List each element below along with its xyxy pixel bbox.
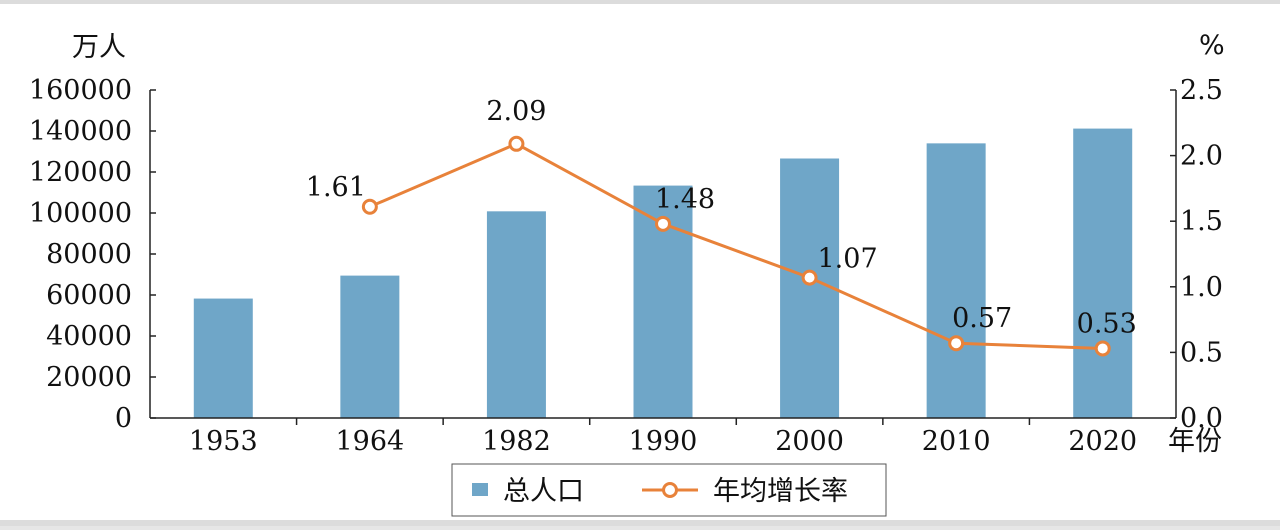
x-tick-label-1953: 1953 xyxy=(189,426,258,457)
y-left-tick-label: 60000 xyxy=(46,280,132,311)
y-left-tick-label: 80000 xyxy=(46,239,132,270)
legend-line-marker xyxy=(662,482,678,498)
legend-bar-label: 总人口 xyxy=(503,476,584,507)
y-right-tick-label: 1.0 xyxy=(1180,272,1223,303)
bar-2020 xyxy=(1073,128,1133,419)
y-right-tick-label: 1.5 xyxy=(1180,206,1223,237)
y-left-tick-label: 0 xyxy=(115,403,132,434)
y-left-tick-label: 140000 xyxy=(29,116,132,147)
bar-1982 xyxy=(486,211,546,418)
ticks-layer: 160000 140000 120000 100000 80000 60000 40000 2… xyxy=(29,75,1223,457)
growth-point-2010 xyxy=(948,335,965,352)
bar-1964 xyxy=(340,275,400,418)
growth-label-1990: 1.48 xyxy=(655,184,715,215)
y-right-tick-label: 0.0 xyxy=(1180,403,1223,434)
y-right-tick-label: 2.5 xyxy=(1180,75,1223,106)
growth-line-layer: 1.61 2.09 1.48 1.07 0.57 0.53 xyxy=(306,96,1137,357)
bar-2010 xyxy=(926,143,986,418)
growth-point-1990 xyxy=(655,215,671,232)
y-left-tick-label: 20000 xyxy=(46,362,132,393)
legend: 总人口 年均增长率 xyxy=(451,463,887,517)
y-left-tick-label: 160000 xyxy=(29,75,132,106)
x-tick-label-1964: 1964 xyxy=(335,426,404,457)
population-chart: 160000 140000 120000 100000 80000 60000 40000 2… xyxy=(29,30,1225,517)
growth-label-1982: 2.09 xyxy=(486,96,546,127)
legend-bar-swatch xyxy=(472,483,488,496)
bar-2000 xyxy=(780,158,840,418)
y-right-tick-label: 2.0 xyxy=(1180,141,1223,172)
bar-1953 xyxy=(193,298,253,418)
x-tick-label-2020: 2020 xyxy=(1068,426,1137,457)
growth-label-2020: 0.53 xyxy=(1077,308,1137,339)
x-tick-label-2010: 2010 xyxy=(922,426,991,457)
y-right-tick-label: 0.5 xyxy=(1180,337,1223,368)
growth-point-1982 xyxy=(508,135,525,152)
x-tick-label-1982: 1982 xyxy=(482,426,551,457)
y-right-unit-label: % xyxy=(1199,30,1225,61)
y-left-tick-label: 120000 xyxy=(29,157,132,188)
growth-label-2000: 1.07 xyxy=(818,244,878,275)
y-left-tick-label: 100000 xyxy=(29,198,132,229)
x-unit-label: 年份 xyxy=(1168,426,1222,457)
growth-label-1964: 1.61 xyxy=(306,172,366,203)
growth-label-2010: 0.57 xyxy=(952,303,1012,334)
x-tick-label-1990: 1990 xyxy=(629,426,698,457)
growth-point-2020 xyxy=(1094,340,1111,357)
growth-point-2000 xyxy=(801,269,818,286)
y-left-tick-label: 40000 xyxy=(46,321,132,352)
growth-point-1964 xyxy=(361,198,378,215)
growth-rate-line xyxy=(369,142,1103,350)
legend-line-label: 年均增长率 xyxy=(713,476,848,507)
x-tick-label-2000: 2000 xyxy=(775,426,844,457)
y-left-unit-label: 万人 xyxy=(72,32,126,63)
